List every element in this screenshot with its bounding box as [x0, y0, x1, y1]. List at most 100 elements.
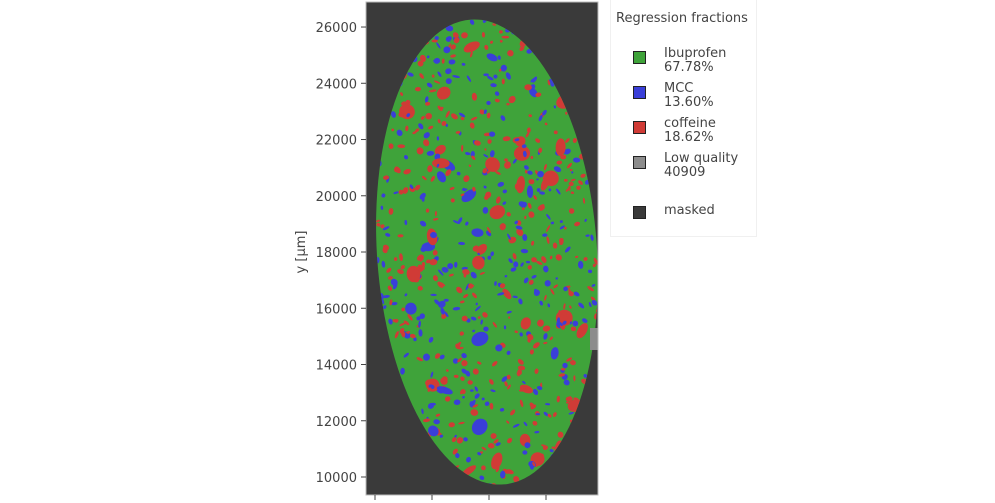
phase-particle — [514, 330, 518, 334]
phase-particle — [457, 217, 463, 224]
phase-particle — [535, 138, 541, 143]
phase-particle — [543, 333, 548, 340]
phase-particle — [549, 336, 553, 341]
phase-particle — [520, 317, 531, 330]
phase-particle — [444, 396, 451, 402]
phase-particle — [510, 409, 516, 416]
phase-particle — [591, 300, 598, 306]
phase-particle — [559, 225, 565, 230]
phase-particle — [388, 318, 393, 325]
phase-particle — [390, 278, 398, 286]
phase-particle — [401, 307, 405, 312]
y-tick-label: 14000 — [316, 359, 357, 374]
phase-particle — [399, 253, 403, 262]
phase-particle — [462, 269, 470, 275]
phase-particle — [572, 137, 577, 143]
phase-particle — [544, 122, 548, 126]
phase-particle — [381, 193, 386, 198]
legend-entry-ibuprofen: Ibuprofen 67.78% — [633, 47, 726, 75]
phase-particle — [428, 425, 439, 437]
phase-particle — [555, 188, 561, 195]
phase-particle — [433, 57, 441, 64]
phase-particle — [389, 299, 393, 306]
phase-particle — [482, 312, 488, 318]
legend-entry-low-quality: Low quality 40909 — [633, 152, 738, 180]
phase-particle — [428, 125, 434, 130]
phase-particle — [487, 139, 492, 144]
phase-particle — [418, 329, 423, 337]
phase-particle — [533, 289, 540, 297]
phase-particle — [485, 191, 492, 199]
phase-particle — [404, 219, 408, 226]
phase-particle — [536, 260, 543, 265]
phase-particle — [593, 257, 598, 265]
phase-particle — [472, 368, 479, 375]
phase-particle — [393, 167, 399, 173]
phase-particle — [550, 221, 555, 225]
phase-particle — [504, 275, 508, 278]
phase-particle — [380, 224, 385, 229]
phase-particle — [547, 303, 551, 308]
phase-particle — [489, 402, 494, 410]
phase-particle — [494, 98, 500, 103]
phase-particle — [508, 258, 513, 264]
phase-particle — [474, 393, 480, 399]
phase-particle — [471, 228, 484, 237]
phase-particle — [510, 267, 517, 272]
phase-particle — [403, 155, 409, 160]
phase-particle — [490, 40, 493, 44]
phase-particle — [451, 437, 457, 443]
phase-particle — [436, 163, 440, 168]
phase-particle — [470, 116, 478, 121]
phase-particle — [506, 420, 510, 424]
phase-particle — [405, 99, 411, 106]
axes-frame — [365, 1, 599, 496]
phase-particle — [501, 78, 505, 85]
phase-particle — [481, 397, 485, 401]
phase-particle — [535, 92, 542, 97]
phase-particle — [522, 150, 527, 158]
phase-particle — [404, 332, 408, 338]
phase-particle — [483, 132, 491, 137]
y-tick-label: 16000 — [316, 302, 357, 317]
phase-particle — [463, 293, 469, 299]
phase-particle — [436, 86, 451, 100]
phase-particle — [487, 255, 492, 260]
phase-particle — [490, 433, 497, 439]
phase-particle — [489, 205, 506, 220]
phase-particle — [499, 39, 503, 43]
phase-particle — [397, 234, 404, 238]
phase-particle — [543, 170, 559, 187]
phase-particle — [417, 286, 423, 291]
phase-particle — [563, 303, 566, 310]
phase-particle — [421, 408, 424, 415]
phase-particle — [565, 187, 570, 192]
phase-particle — [436, 136, 440, 141]
phase-particle — [515, 225, 523, 230]
phase-particle — [566, 357, 573, 362]
phase-particle — [553, 166, 562, 173]
phase-particle — [556, 160, 563, 165]
phase-particle — [432, 217, 439, 221]
phase-particle — [466, 456, 472, 463]
phase-particle — [432, 275, 438, 282]
phase-particle — [524, 215, 527, 220]
phase-particle — [555, 138, 566, 157]
phase-particle — [493, 439, 499, 444]
phase-particle — [499, 223, 506, 231]
legend-swatch — [633, 156, 646, 169]
phase-particle — [447, 36, 452, 41]
phase-particle — [507, 50, 514, 57]
phase-particle — [562, 314, 568, 321]
phase-particle — [519, 332, 523, 337]
phase-particle — [504, 381, 508, 387]
phase-particle — [417, 264, 424, 272]
phase-particle — [564, 226, 567, 230]
phase-particle — [497, 292, 505, 296]
phase-particle — [527, 202, 532, 209]
phase-particle — [566, 162, 573, 169]
legend-swatch — [633, 51, 646, 64]
phase-particle — [431, 39, 438, 43]
phase-particle — [451, 113, 458, 120]
phase-particle — [445, 123, 448, 127]
